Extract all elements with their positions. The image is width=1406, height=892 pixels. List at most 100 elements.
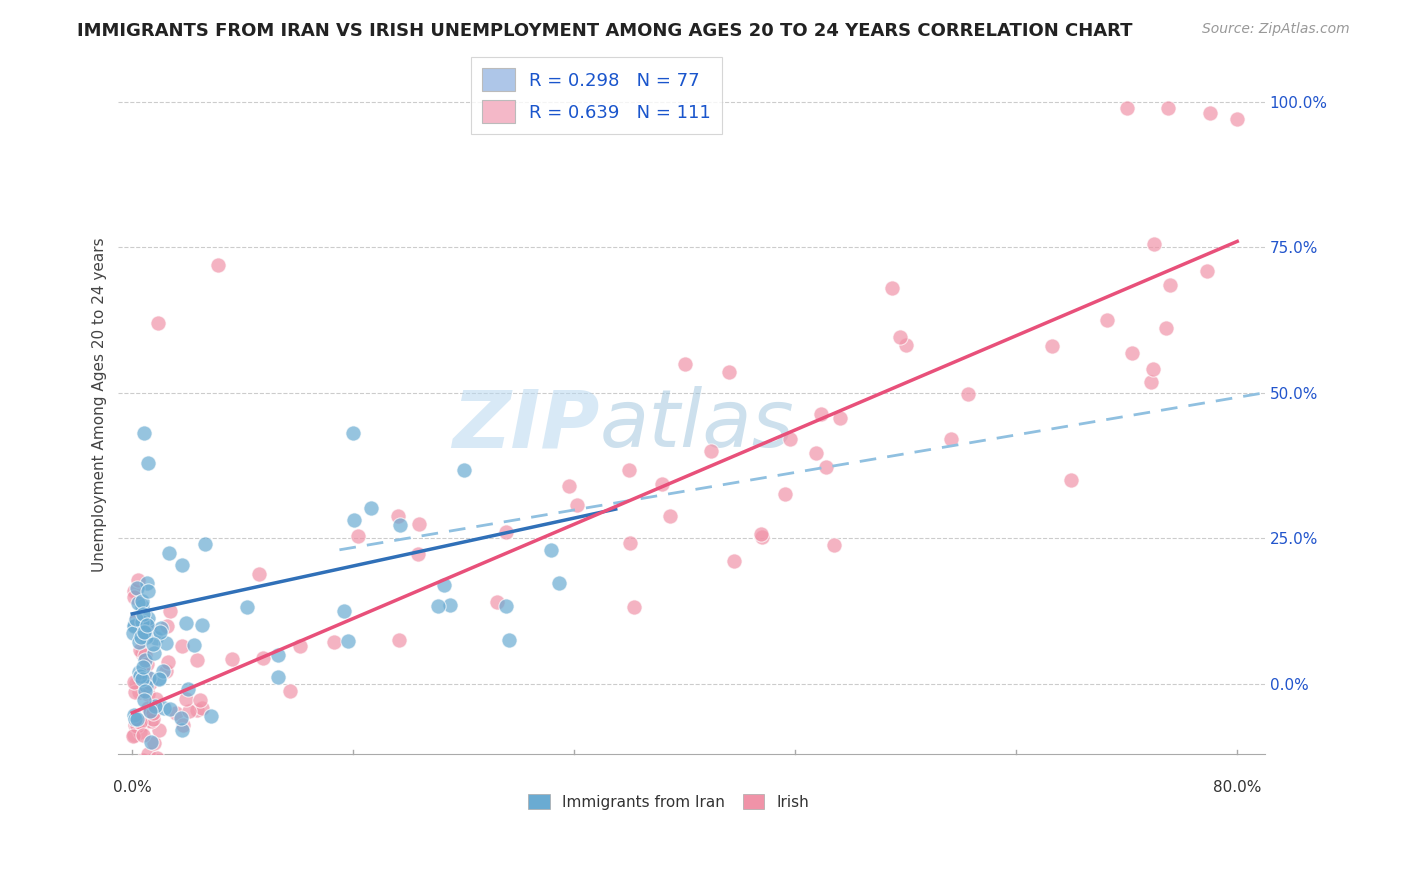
- Point: [129, 643, 152, 657]
- Point: [1040, 339, 1063, 353]
- Point: [200, 709, 222, 723]
- Point: [188, 693, 211, 707]
- Point: [122, 728, 145, 742]
- Point: [170, 711, 193, 725]
- Point: [128, 665, 150, 679]
- Point: [346, 529, 368, 543]
- Point: [148, 723, 170, 737]
- Point: [651, 477, 673, 491]
- Point: [558, 478, 581, 492]
- Point: [658, 509, 681, 524]
- Point: [135, 668, 157, 682]
- Point: [121, 626, 143, 640]
- Point: [717, 365, 740, 379]
- Point: [134, 625, 156, 640]
- Point: [408, 516, 430, 531]
- Point: [129, 669, 152, 683]
- Point: [1142, 361, 1164, 376]
- Point: [176, 691, 198, 706]
- Point: [267, 670, 290, 684]
- Point: [723, 554, 745, 568]
- Point: [134, 683, 156, 698]
- Point: [125, 613, 148, 627]
- Point: [135, 576, 157, 591]
- Point: [1121, 345, 1143, 359]
- Point: [136, 701, 159, 715]
- Point: [131, 672, 153, 686]
- Point: [177, 705, 200, 719]
- Point: [1095, 313, 1118, 327]
- Point: [548, 575, 571, 590]
- Point: [495, 599, 517, 613]
- Text: atlas: atlas: [600, 386, 794, 464]
- Point: [128, 673, 150, 688]
- Point: [125, 612, 148, 626]
- Point: [148, 673, 170, 687]
- Point: [1115, 101, 1137, 115]
- Point: [148, 672, 170, 686]
- Point: [124, 674, 146, 689]
- Point: [124, 685, 146, 699]
- Point: [135, 616, 157, 631]
- Point: [1195, 264, 1218, 278]
- Point: [146, 751, 169, 765]
- Point: [388, 518, 411, 533]
- Point: [122, 708, 145, 723]
- Point: [247, 566, 270, 581]
- Point: [439, 598, 461, 612]
- Point: [823, 537, 845, 551]
- Point: [162, 760, 184, 774]
- Point: [889, 330, 911, 344]
- Point: [125, 712, 148, 726]
- Point: [278, 684, 301, 698]
- Point: [128, 685, 150, 699]
- Point: [142, 637, 165, 651]
- Point: [124, 718, 146, 732]
- Point: [495, 524, 517, 539]
- Point: [129, 724, 152, 739]
- Text: 80.0%: 80.0%: [1213, 780, 1261, 796]
- Point: [623, 600, 645, 615]
- Point: [828, 411, 851, 425]
- Point: [129, 630, 152, 644]
- Point: [136, 456, 159, 470]
- Point: [779, 432, 801, 446]
- Point: [617, 463, 640, 477]
- Point: [148, 316, 170, 330]
- Point: [156, 619, 179, 633]
- Text: Source: ZipAtlas.com: Source: ZipAtlas.com: [1202, 22, 1350, 37]
- Point: [880, 281, 903, 295]
- Point: [131, 594, 153, 608]
- Point: [207, 258, 229, 272]
- Point: [333, 604, 356, 618]
- Point: [1154, 320, 1177, 334]
- Point: [160, 770, 183, 784]
- Point: [433, 578, 456, 592]
- Point: [1143, 237, 1166, 252]
- Point: [267, 648, 290, 662]
- Point: [131, 646, 153, 660]
- Point: [128, 634, 150, 648]
- Text: ZIP: ZIP: [453, 386, 600, 464]
- Point: [134, 426, 156, 441]
- Point: [124, 712, 146, 726]
- Point: [139, 704, 162, 718]
- Point: [159, 702, 181, 716]
- Point: [127, 596, 149, 610]
- Point: [252, 650, 274, 665]
- Point: [139, 714, 162, 728]
- Point: [138, 622, 160, 636]
- Point: [1060, 473, 1083, 487]
- Point: [142, 736, 165, 750]
- Point: [749, 526, 772, 541]
- Point: [132, 607, 155, 622]
- Point: [136, 610, 159, 624]
- Point: [143, 818, 166, 832]
- Point: [1159, 278, 1181, 293]
- Point: [941, 432, 963, 446]
- Point: [1198, 106, 1220, 120]
- Point: [183, 638, 205, 652]
- Point: [132, 693, 155, 707]
- Point: [190, 701, 212, 715]
- Point: [135, 618, 157, 632]
